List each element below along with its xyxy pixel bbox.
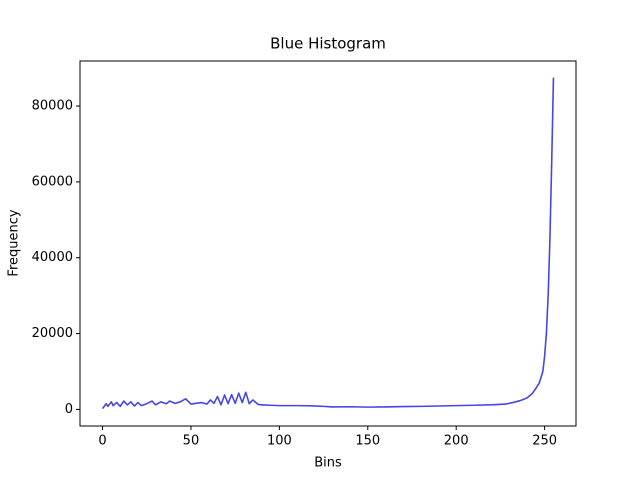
plot-frame	[79, 60, 577, 427]
y-tick-label: 60000	[32, 174, 73, 189]
y-axis-label: Frequency	[7, 209, 22, 276]
line	[101, 77, 555, 410]
y-tick-label: 80000	[32, 99, 73, 114]
y-tick-label: 40000	[32, 250, 73, 265]
x-tick-label: 100	[267, 434, 292, 449]
x-tick-label: 200	[444, 434, 469, 449]
x-tick-label: 150	[355, 434, 380, 449]
y-tick-label: 20000	[32, 326, 73, 341]
x-tick-label: 0	[98, 434, 106, 449]
y-tick-label: 0	[65, 402, 73, 417]
x-tick-label: 50	[183, 434, 200, 449]
x-tick-label: 250	[532, 434, 557, 449]
x-axis-label: Bins	[314, 456, 342, 471]
chart-title: Blue Histogram	[270, 35, 386, 53]
